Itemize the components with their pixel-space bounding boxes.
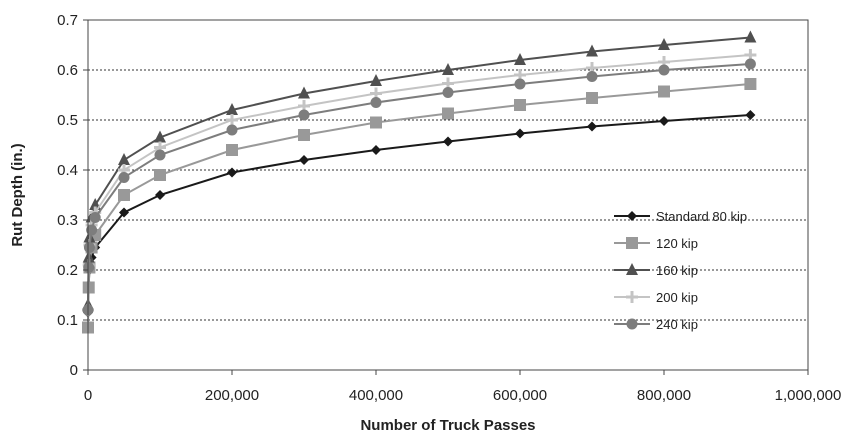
data-point: [83, 262, 95, 273]
data-point: [119, 207, 129, 218]
data-point: [118, 153, 130, 165]
data-point: [514, 53, 526, 65]
data-point: [154, 169, 166, 181]
data-point: [745, 110, 756, 120]
data-point: [658, 38, 670, 50]
data-point: [442, 87, 454, 98]
data-point: [442, 63, 454, 75]
y-tick-label: 0.7: [57, 12, 78, 29]
data-point: [658, 64, 670, 76]
legend-entry: 160 kip: [614, 263, 698, 278]
series-0: [83, 110, 756, 318]
data-point: [744, 78, 757, 90]
y-tick-label: 0.3: [57, 212, 78, 229]
legend-label: 200 kip: [656, 290, 698, 305]
data-point: [118, 189, 130, 201]
legend-label: Standard 80 kip: [656, 209, 747, 224]
axis-ticks: 0 0.1 0.2 0.3 0.4 0.5 0.6 0.7 0 200,000 400,000 600…: [57, 12, 841, 404]
legend-entry: 240 kip: [614, 317, 698, 332]
x-tick-label: 800,000: [637, 387, 691, 404]
data-point: [86, 224, 98, 236]
x-tick-label: 1,000,000: [775, 387, 842, 404]
y-tick-label: 0.2: [57, 262, 78, 279]
data-point: [370, 97, 382, 108]
legend-entry: 200 kip: [614, 290, 698, 305]
series-line: [87, 36, 751, 306]
data-point: [371, 145, 381, 155]
data-point: [370, 74, 382, 86]
data-point: [226, 144, 238, 156]
x-tick-label: 200,000: [205, 387, 259, 404]
y-axis-title: Rut Depth (in.): [9, 143, 26, 246]
x-tick-label: 400,000: [349, 387, 403, 404]
series-line: [87, 83, 751, 328]
legend-label: 120 kip: [656, 236, 698, 251]
plot-area-frame: [87, 19, 809, 371]
legend-marker: [627, 211, 637, 221]
y-tick-label: 0.4: [57, 162, 78, 179]
x-tick-label: 0: [84, 387, 92, 404]
data-point: [586, 44, 598, 57]
data-point: [514, 99, 526, 111]
series-lines: [82, 30, 757, 334]
legend-marker: [626, 237, 638, 249]
y-tick-label: 0.6: [57, 62, 78, 79]
data-point: [155, 190, 165, 200]
legend-marker: [626, 291, 638, 303]
legend-label: 160 kip: [656, 263, 698, 278]
legend-marker: [626, 263, 638, 275]
data-point: [370, 116, 382, 129]
data-point: [298, 109, 310, 121]
data-point: [586, 71, 598, 82]
legend-entry: 120 kip: [614, 236, 698, 251]
data-point: [226, 114, 238, 126]
data-point: [586, 92, 598, 104]
data-point: [226, 103, 238, 115]
data-point: [226, 124, 238, 136]
data-point: [744, 30, 757, 43]
data-point: [443, 136, 453, 147]
data-point: [118, 172, 130, 183]
data-point: [154, 130, 166, 143]
data-point: [89, 212, 101, 223]
legend-marker: [626, 318, 638, 330]
data-point: [298, 86, 310, 99]
y-tick-label: 0.5: [57, 112, 78, 129]
series-4: [82, 58, 756, 316]
data-point: [442, 107, 454, 120]
legend-entry: Standard 80 kip: [614, 209, 747, 224]
data-point: [299, 155, 309, 165]
data-point: [744, 58, 756, 70]
data-point: [514, 78, 526, 90]
y-tick-label: 0.1: [57, 312, 78, 329]
data-point: [227, 167, 237, 178]
legend-label: 240 kip: [656, 317, 698, 332]
x-axis-title: Number of Truck Passes: [360, 417, 535, 434]
data-point: [515, 128, 525, 139]
x-tick-label: 600,000: [493, 387, 547, 404]
data-point: [83, 242, 95, 253]
data-point: [154, 149, 166, 161]
data-point: [659, 116, 669, 126]
data-point: [587, 121, 597, 132]
data-point: [298, 129, 310, 141]
data-point: [658, 85, 670, 98]
legend: Standard 80 kip 120 kip 160 kip 200 kip 240 …: [614, 209, 747, 332]
y-tick-label: 0: [70, 362, 78, 379]
